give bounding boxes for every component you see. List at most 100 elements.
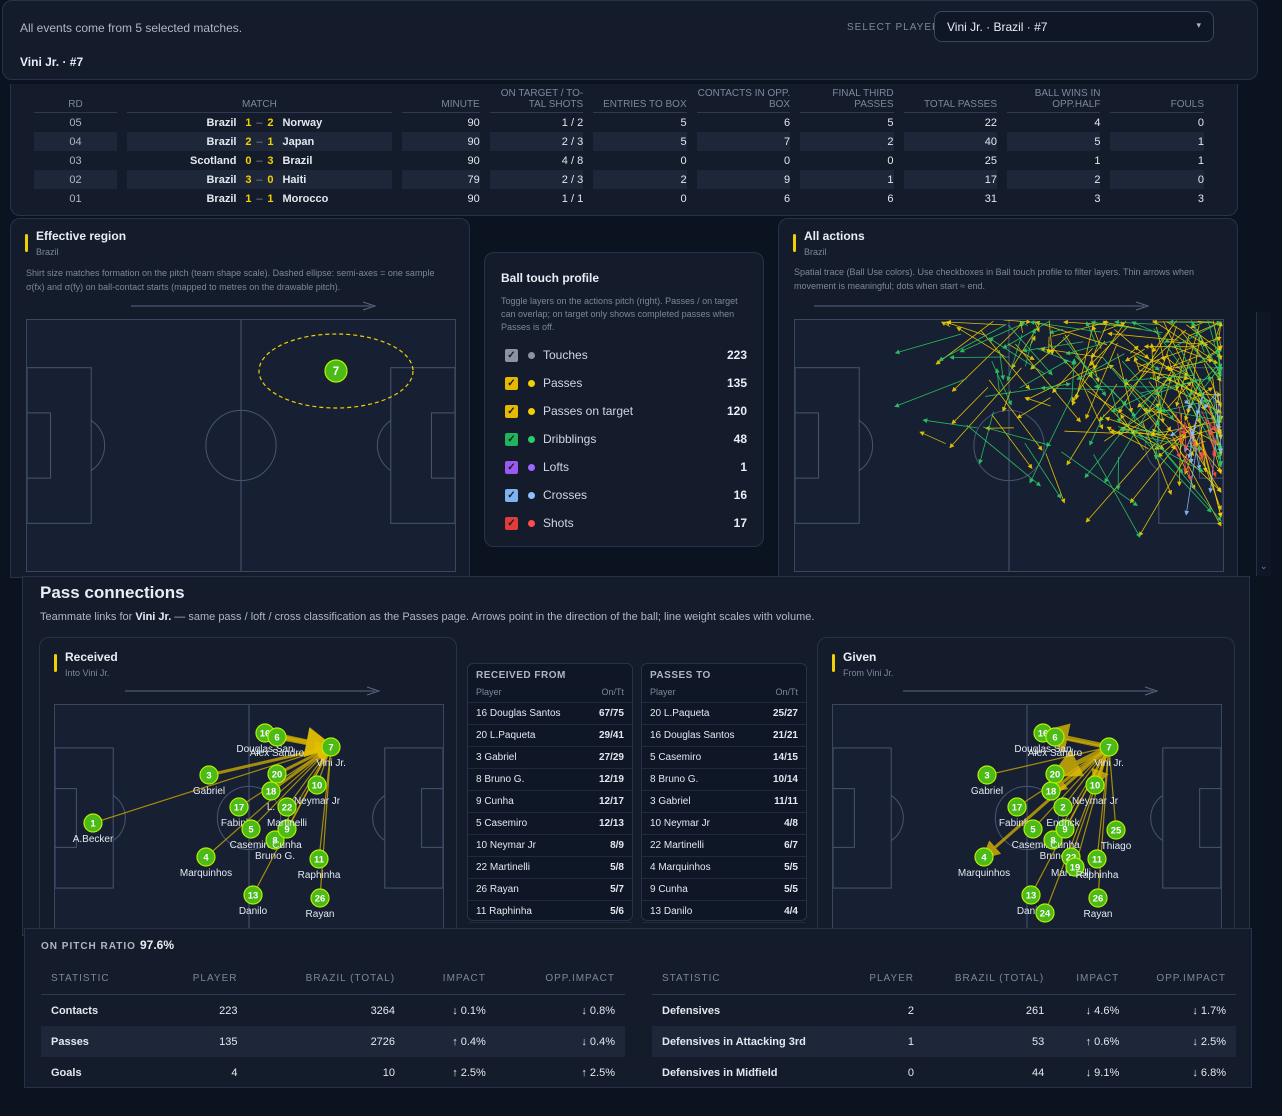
checkbox[interactable]: ✓ — [505, 516, 518, 530]
touch-filter-row[interactable]: ✓ Crosses 16 — [505, 485, 747, 505]
touch-filter-row[interactable]: ✓ Passes 135 — [505, 373, 747, 393]
scrollbar[interactable]: ⌄ — [1256, 312, 1271, 576]
player-marker[interactable]: 8 Bruno — [1040, 830, 1067, 862]
list-item[interactable]: 16 Douglas Santos 21/21 — [642, 725, 806, 747]
checkbox[interactable]: ✓ — [505, 488, 518, 502]
player-marker[interactable]: 7 — [324, 359, 348, 383]
player-marker[interactable]: 11 Raphinha — [1076, 849, 1119, 881]
list-item[interactable]: 4 Marquinhos 5/5 — [642, 857, 806, 879]
player-marker[interactable]: 9 Cunha — [272, 819, 302, 851]
svg-text:A.Becker: A.Becker — [73, 834, 114, 845]
table-row[interactable]: 05 Brazil 1–2 Norway 90 1 / 2 5 6 5 22 4 0 — [34, 113, 1204, 132]
list-item[interactable]: 10 Neymar Jr 8/9 — [468, 835, 632, 857]
player-marker[interactable]: 4 Marquinhos — [958, 847, 1010, 879]
pass-link — [1094, 746, 1110, 861]
col-ontt: On/Tt — [775, 686, 798, 697]
touch-filter-row[interactable]: ✓ Lofts 1 — [505, 457, 747, 477]
player-name: 9 Cunha — [476, 796, 514, 807]
player-marker[interactable]: 11 Raphinha — [298, 849, 341, 881]
player-marker[interactable]: 18 — [1041, 781, 1061, 801]
svg-text:22: 22 — [1066, 852, 1077, 863]
pass-arrow — [1152, 319, 1212, 359]
pass-arrow — [1124, 348, 1145, 362]
player-marker[interactable]: 3 Gabriel — [193, 765, 225, 797]
direction-arrow — [903, 686, 1159, 696]
player-marker[interactable]: 5 Casemiro — [1012, 819, 1055, 851]
list-item[interactable]: 9 Cunha 5/5 — [642, 879, 806, 901]
player-marker[interactable]: 2 Endrick — [1046, 797, 1081, 829]
list-item[interactable]: 20 L.Paqueta 29/41 — [468, 725, 632, 747]
list-item[interactable]: 20 L.Paqueta 25/27 — [642, 703, 806, 725]
player-marker[interactable]: 13 Danilo — [1017, 885, 1046, 917]
list-item[interactable]: 22 Martinelli 5/8 — [468, 857, 632, 879]
player-marker[interactable]: 25 Thiago — [1101, 820, 1132, 852]
table-row[interactable]: 03 Scotland 0–3 Brazil 90 4 / 8 0 0 0 25 1 1 — [34, 151, 1204, 170]
player-marker[interactable]: 3 Gabriel — [971, 765, 1003, 797]
checkbox[interactable]: ✓ — [505, 348, 518, 362]
player-marker[interactable]: 7 Vini Jr. — [1094, 737, 1124, 769]
shot-arrow — [1178, 405, 1186, 436]
svg-text:Cunha: Cunha — [1050, 840, 1080, 851]
list-item[interactable]: 5 Casemiro 14/15 — [642, 747, 806, 769]
touch-filter-row[interactable]: ✓ Touches 223 — [505, 345, 747, 365]
list-item[interactable]: 8 Bruno G. 12/19 — [468, 769, 632, 791]
table-row[interactable]: 02 Brazil 3–0 Haiti 79 2 / 3 2 9 1 17 2 0 — [34, 170, 1204, 189]
player-marker[interactable]: 17 Fabinho — [999, 797, 1036, 829]
player-marker[interactable]: 17 Fabinho — [221, 797, 258, 829]
checkbox[interactable]: ✓ — [505, 460, 518, 474]
touch-filter-row[interactable]: ✓ Passes on target 120 — [505, 401, 747, 421]
checkbox[interactable]: ✓ — [505, 376, 518, 390]
wins-cell: 4 — [1094, 116, 1101, 129]
list-item[interactable]: 3 Gabriel 11/11 — [642, 791, 806, 813]
player-marker[interactable]: 22 Martinelli — [267, 797, 307, 829]
player-marker[interactable]: 18 L. — [261, 781, 281, 813]
player-marker[interactable]: 10 Neymar Jr — [294, 775, 341, 807]
list-item[interactable]: 8 Bruno G. 10/14 — [642, 769, 806, 791]
list-item[interactable]: 11 Raphinha 5/6 — [468, 901, 632, 923]
player-marker[interactable]: 24 — [1035, 903, 1055, 923]
touch-profile-title: Ball touch profile — [501, 271, 600, 285]
all-actions-pitch — [794, 319, 1224, 572]
pass-arrow — [1102, 320, 1142, 330]
touch-filter-row[interactable]: ✓ Shots 17 — [505, 513, 747, 533]
list-item[interactable]: 16 Douglas Santos 67/75 — [468, 703, 632, 725]
touch-filter-label: Touches — [543, 348, 588, 362]
pass-arrow — [1129, 345, 1139, 354]
checkbox[interactable]: ✓ — [505, 432, 518, 446]
list-item[interactable]: 26 Rayan 5/7 — [468, 879, 632, 901]
pass-arrow — [1024, 396, 1051, 407]
player-marker[interactable]: 6 Alex Sandro — [250, 727, 305, 759]
pass-count: 5/5 — [784, 862, 798, 873]
player-marker[interactable]: 20 — [267, 764, 287, 784]
touch-filter-row[interactable]: ✓ Dribblings 48 — [505, 429, 747, 449]
player-marker[interactable]: 13 Danilo — [239, 885, 268, 917]
svg-text:8: 8 — [1050, 835, 1055, 846]
player-select[interactable]: Vini Jr. · Brazil · #7 ▾ — [934, 11, 1214, 42]
player-marker[interactable]: 1 A.Becker — [73, 813, 114, 845]
player-marker[interactable]: 5 Casemiro — [230, 819, 273, 851]
pass-arrow — [1086, 364, 1115, 375]
table-row[interactable]: 04 Brazil 2–1 Japan 90 2 / 3 5 7 2 40 5 1 — [34, 132, 1204, 151]
player-marker[interactable]: 19 — [1065, 857, 1085, 877]
column-header: TOTAL PASSES — [903, 88, 997, 113]
list-item[interactable]: 9 Cunha 12/17 — [468, 791, 632, 813]
pass-arrow — [1046, 336, 1052, 355]
player-marker[interactable]: 26 Rayan — [306, 888, 335, 920]
list-item[interactable]: 13 Danilo 4/4 — [642, 901, 806, 923]
table-row[interactable]: 01 Brazil 1–1 Morocco 90 1 / 1 0 6 6 31 3 3 — [34, 189, 1204, 208]
list-item[interactable]: 10 Neymar Jr 4/8 — [642, 813, 806, 835]
list-item[interactable]: 22 Martinelli 6/7 — [642, 835, 806, 857]
list-item[interactable]: 5 Casemiro 12/13 — [468, 813, 632, 835]
checkbox[interactable]: ✓ — [505, 404, 518, 418]
list-item[interactable]: 3 Gabriel 27/29 — [468, 747, 632, 769]
given-title: Given — [843, 650, 877, 664]
player-marker[interactable]: 20 — [1045, 764, 1065, 784]
player-marker[interactable]: 8 Bruno G. — [255, 830, 295, 862]
player-marker[interactable]: 4 Marquinhos — [180, 847, 232, 879]
player-marker[interactable]: 26 Rayan — [1084, 888, 1113, 920]
player-marker[interactable]: 10 Neymar Jr — [1072, 775, 1119, 807]
touch-filter-label: Shots — [543, 516, 574, 530]
player-marker[interactable]: 6 Alex Sandro — [1028, 727, 1083, 759]
player-marker[interactable]: 9 Cunha — [1050, 819, 1080, 851]
player-marker[interactable]: 7 Vini Jr. — [316, 737, 346, 769]
